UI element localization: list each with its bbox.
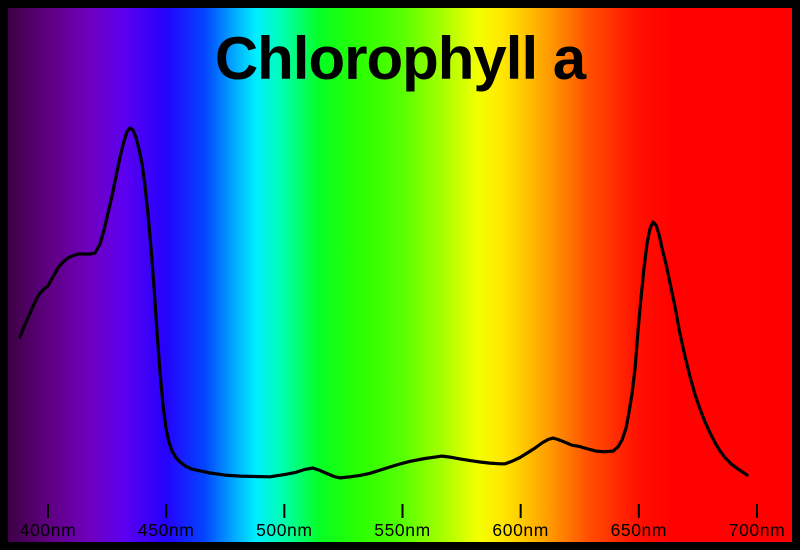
spectrum-background: [8, 8, 792, 542]
x-axis-tick-label: 700nm: [729, 520, 786, 540]
x-axis-tick-label: 600nm: [492, 520, 549, 540]
x-axis-tick-label: 550nm: [374, 520, 431, 540]
x-axis-tick-label: 500nm: [256, 520, 313, 540]
x-axis-tick-label: 450nm: [138, 520, 195, 540]
x-axis-tick-label: 400nm: [20, 520, 77, 540]
absorption-curve: [18, 126, 749, 480]
x-axis-tick-label: 650nm: [611, 520, 668, 540]
